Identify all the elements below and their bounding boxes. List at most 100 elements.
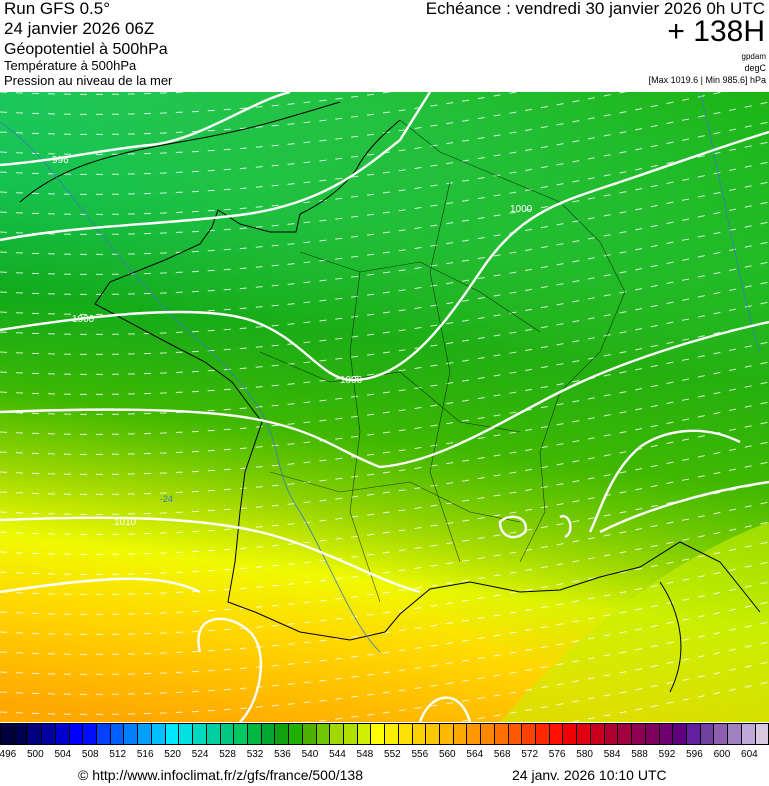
colorbar-cell — [522, 724, 537, 744]
isotherm-label: -24 — [160, 494, 173, 504]
temperature-contour — [0, 561, 769, 655]
unit-gpdam: gpdam — [741, 52, 766, 61]
colorbar-cell — [69, 724, 84, 744]
temperature-contour — [0, 581, 769, 675]
temperature-contour — [0, 381, 769, 475]
colorbar-cell — [577, 724, 591, 744]
colorbar-label: 520 — [164, 749, 181, 760]
colorbar-cell — [508, 724, 523, 744]
colorbar-cell — [659, 724, 674, 744]
colorbar-cell — [316, 724, 331, 744]
colorbar-label: 572 — [521, 749, 539, 760]
temperature-contour — [0, 341, 769, 435]
temperature-contour — [0, 621, 769, 715]
generated-timestamp: 24 janv. 2026 10:10 UTC — [512, 767, 667, 783]
colorbar-cell — [110, 724, 125, 744]
temperature-contour — [0, 92, 520, 135]
colorbar-cell — [83, 724, 98, 744]
colorbar-cell — [426, 724, 440, 744]
isobar-label: 1000 — [72, 314, 95, 325]
colorbar-cell — [618, 724, 633, 744]
colorbar-label: 532 — [246, 749, 264, 760]
colorbar-cell — [563, 724, 578, 744]
colorbar-cell — [343, 724, 358, 744]
temperature-contour — [0, 92, 196, 95]
colorbar-cell — [440, 724, 454, 744]
colorbar-label: 576 — [548, 749, 566, 760]
colorbar-cell — [206, 724, 221, 744]
temperature-contour — [0, 521, 769, 615]
colorbar-cell — [138, 724, 152, 744]
colorbar-cell — [481, 724, 495, 744]
run-date: 24 janvier 2026 06Z — [4, 19, 155, 38]
isobar-label: 1000 — [340, 375, 363, 386]
temperature-contour — [569, 681, 769, 722]
colorbar-label: 580 — [576, 749, 593, 760]
colorbar-cell — [385, 724, 399, 744]
colorbar-cell — [97, 724, 111, 744]
colorbar-cell — [398, 724, 413, 744]
colorbar-cell — [28, 724, 43, 744]
source-url[interactable]: © http://www.infoclimat.fr/z/gfs/france/… — [78, 767, 363, 783]
colorbar-cell — [220, 724, 235, 744]
temperature-contour — [0, 261, 769, 355]
colorbar-label: 604 — [741, 749, 758, 760]
colorbar-label: 544 — [329, 749, 346, 760]
colorbar-label: 588 — [631, 749, 648, 760]
echeance-title: Echéance : vendredi 30 janvier 2026 0h U… — [425, 0, 765, 18]
colorbar-label: 568 — [493, 749, 511, 760]
colorbar-label: 504 — [54, 749, 72, 760]
temperature-contour — [0, 161, 769, 255]
colorbar-label: 560 — [438, 749, 456, 760]
colorbar-label: 596 — [686, 749, 703, 760]
colorbar-cell — [755, 724, 769, 744]
colorbar-labels: 496 500 504 508 512 516 520 524 528 532 536 540 544 5… — [0, 749, 769, 761]
isobar-label: 1010 — [114, 517, 137, 528]
unit-degc: degC — [744, 63, 766, 73]
colorbar-label: 524 — [191, 749, 209, 760]
colorbar-label: 512 — [109, 749, 127, 760]
colorbar — [0, 723, 769, 745]
temperature-contour — [0, 301, 769, 395]
temperature-contour — [0, 181, 769, 275]
isobar-label: 996 — [52, 155, 69, 166]
colorbar-label: 600 — [713, 749, 731, 760]
colorbar-cell — [686, 724, 701, 744]
temperature-contour — [304, 641, 769, 722]
temperature-contour — [0, 481, 769, 575]
colorbar-label: 528 — [219, 749, 236, 760]
colorbar-cell — [124, 724, 139, 744]
run-title: Run GFS 0.5° — [4, 0, 111, 18]
colorbar-cell — [494, 724, 509, 744]
colorbar-cell — [632, 724, 646, 744]
temperature-contour — [0, 441, 769, 535]
colorbar-label: 592 — [658, 749, 676, 760]
temperature-field-south-east — [500, 522, 769, 722]
temperature-contour — [0, 401, 769, 495]
weather-map: 996 1000 1000 1000 1010 -24 — [0, 92, 769, 722]
colorbar-cell — [714, 724, 729, 744]
colorbar-cell — [590, 724, 605, 744]
temperature-contour — [0, 92, 725, 175]
temperature-contour — [0, 141, 769, 235]
colorbar-cell — [412, 724, 427, 744]
temperature-contour — [0, 221, 769, 315]
colorbar-label: 548 — [356, 749, 374, 760]
temperature-contour — [0, 101, 769, 195]
colorbar-label: 564 — [466, 749, 484, 760]
field-pressure: Pression au niveau de la mer — [4, 73, 173, 88]
colorbar-cell — [247, 724, 262, 744]
temperature-contour — [0, 281, 769, 375]
temperature-contour — [0, 421, 769, 515]
colorbar-cell — [357, 724, 372, 744]
field-temperature: Température à 500hPa — [4, 58, 137, 73]
colorbar-label: 536 — [274, 749, 291, 760]
temperature-contour — [0, 201, 769, 295]
colorbar-cell — [261, 724, 276, 744]
colorbar-cell — [289, 724, 303, 744]
colorbar-label: 516 — [136, 749, 154, 760]
colorbar-label: 540 — [301, 749, 319, 760]
colorbar-cell — [302, 724, 317, 744]
colorbar-cell — [234, 724, 248, 744]
colorbar-cell — [536, 724, 550, 744]
